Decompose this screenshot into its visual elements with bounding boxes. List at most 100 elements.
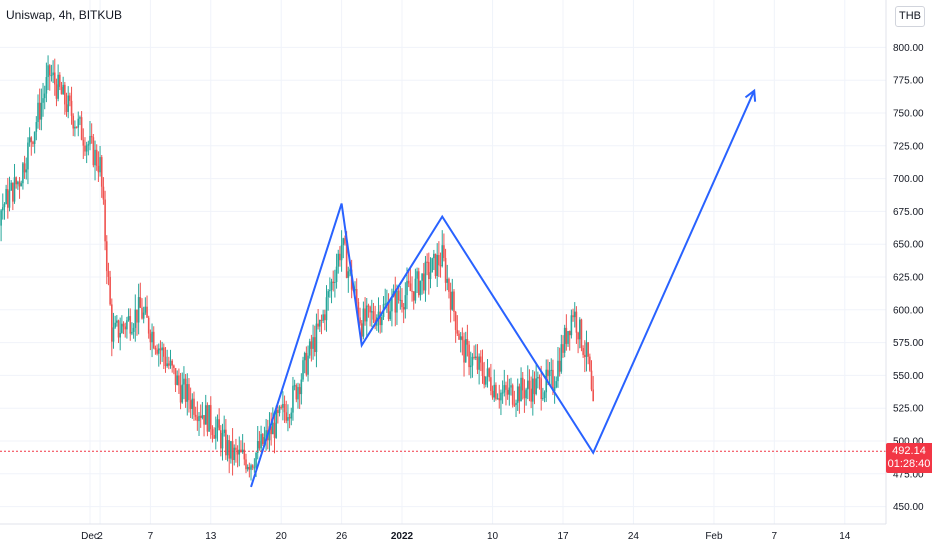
candle (116, 315, 118, 327)
candle (384, 288, 387, 306)
candle (32, 140, 34, 147)
price-tick-label: 575.00 (893, 338, 924, 349)
candle (62, 76, 64, 95)
candle (109, 270, 111, 306)
candle (584, 340, 586, 373)
candle (313, 325, 316, 357)
candle (449, 282, 452, 323)
candle (283, 395, 286, 423)
candle (45, 62, 48, 103)
candle (530, 376, 532, 409)
candle (516, 378, 519, 411)
candle (85, 141, 88, 164)
candle (478, 353, 480, 385)
candle (65, 92, 68, 117)
candle (277, 405, 279, 424)
candle (142, 306, 145, 324)
candle (295, 383, 298, 403)
candle (578, 317, 581, 349)
candle (211, 425, 214, 443)
candle (344, 235, 346, 246)
candle (139, 282, 142, 309)
candle (318, 319, 321, 332)
candle (580, 318, 583, 352)
candle (396, 284, 398, 325)
candle (589, 353, 591, 372)
time-tick-label: Dec (81, 531, 99, 542)
candle (184, 373, 187, 408)
candle (87, 140, 90, 156)
candle (421, 273, 423, 295)
candle (582, 345, 584, 358)
candle (557, 347, 559, 388)
candle (429, 257, 432, 289)
candle (335, 253, 338, 289)
candle (485, 376, 487, 388)
candle (10, 180, 12, 191)
candle (17, 180, 19, 190)
candle (50, 64, 53, 82)
candle (508, 378, 511, 406)
candle (100, 155, 103, 198)
time-tick-label: 7 (148, 531, 154, 542)
candle (562, 335, 564, 358)
candle (401, 288, 403, 313)
candle (370, 299, 373, 327)
candle (446, 264, 449, 291)
candle (59, 72, 61, 91)
candle (307, 345, 309, 382)
candle (498, 384, 501, 409)
candle (0, 208, 2, 242)
candle (94, 140, 96, 181)
candle (189, 387, 192, 418)
candle (238, 436, 241, 467)
candle (22, 161, 24, 190)
symbol-legend: Uniswap, 4h, BITKUB (6, 8, 123, 22)
candle (491, 385, 494, 400)
candle (325, 285, 328, 332)
price-tick-label: 475.00 (893, 469, 924, 480)
candle (298, 383, 301, 409)
candle (572, 308, 574, 322)
candle (80, 111, 83, 141)
candle (20, 180, 23, 187)
candle (3, 202, 6, 220)
candle (441, 230, 444, 268)
candle (367, 303, 370, 318)
candle (481, 349, 484, 384)
candle (199, 404, 202, 428)
price-tick-label: 550.00 (893, 371, 924, 382)
candle (246, 464, 249, 472)
candle (486, 359, 489, 388)
pattern-trendline[interactable] (250, 90, 756, 488)
candle (111, 298, 113, 357)
candle (332, 270, 335, 292)
candle (399, 286, 402, 310)
currency-button[interactable]: THB (895, 6, 925, 27)
candle (535, 363, 537, 396)
candle (523, 379, 526, 413)
candle (214, 416, 217, 450)
candle (129, 308, 132, 341)
candle (250, 463, 252, 481)
candle (387, 293, 390, 322)
candle (166, 349, 168, 368)
price-tick-label: 675.00 (893, 207, 924, 218)
candle (216, 414, 219, 442)
price-axis[interactable]: 450.00 475.00 500.00 525.00 550.00 575.00 600.… (893, 43, 924, 513)
candle (453, 289, 455, 322)
candle (537, 371, 539, 389)
candle (468, 340, 470, 376)
candle (42, 82, 44, 117)
candle (245, 453, 247, 474)
candle (75, 126, 78, 129)
candle (365, 298, 368, 337)
candle (305, 346, 308, 377)
candle (114, 315, 116, 329)
candle (194, 406, 197, 421)
candle (97, 151, 100, 183)
candle (176, 370, 179, 386)
candle (293, 379, 296, 391)
